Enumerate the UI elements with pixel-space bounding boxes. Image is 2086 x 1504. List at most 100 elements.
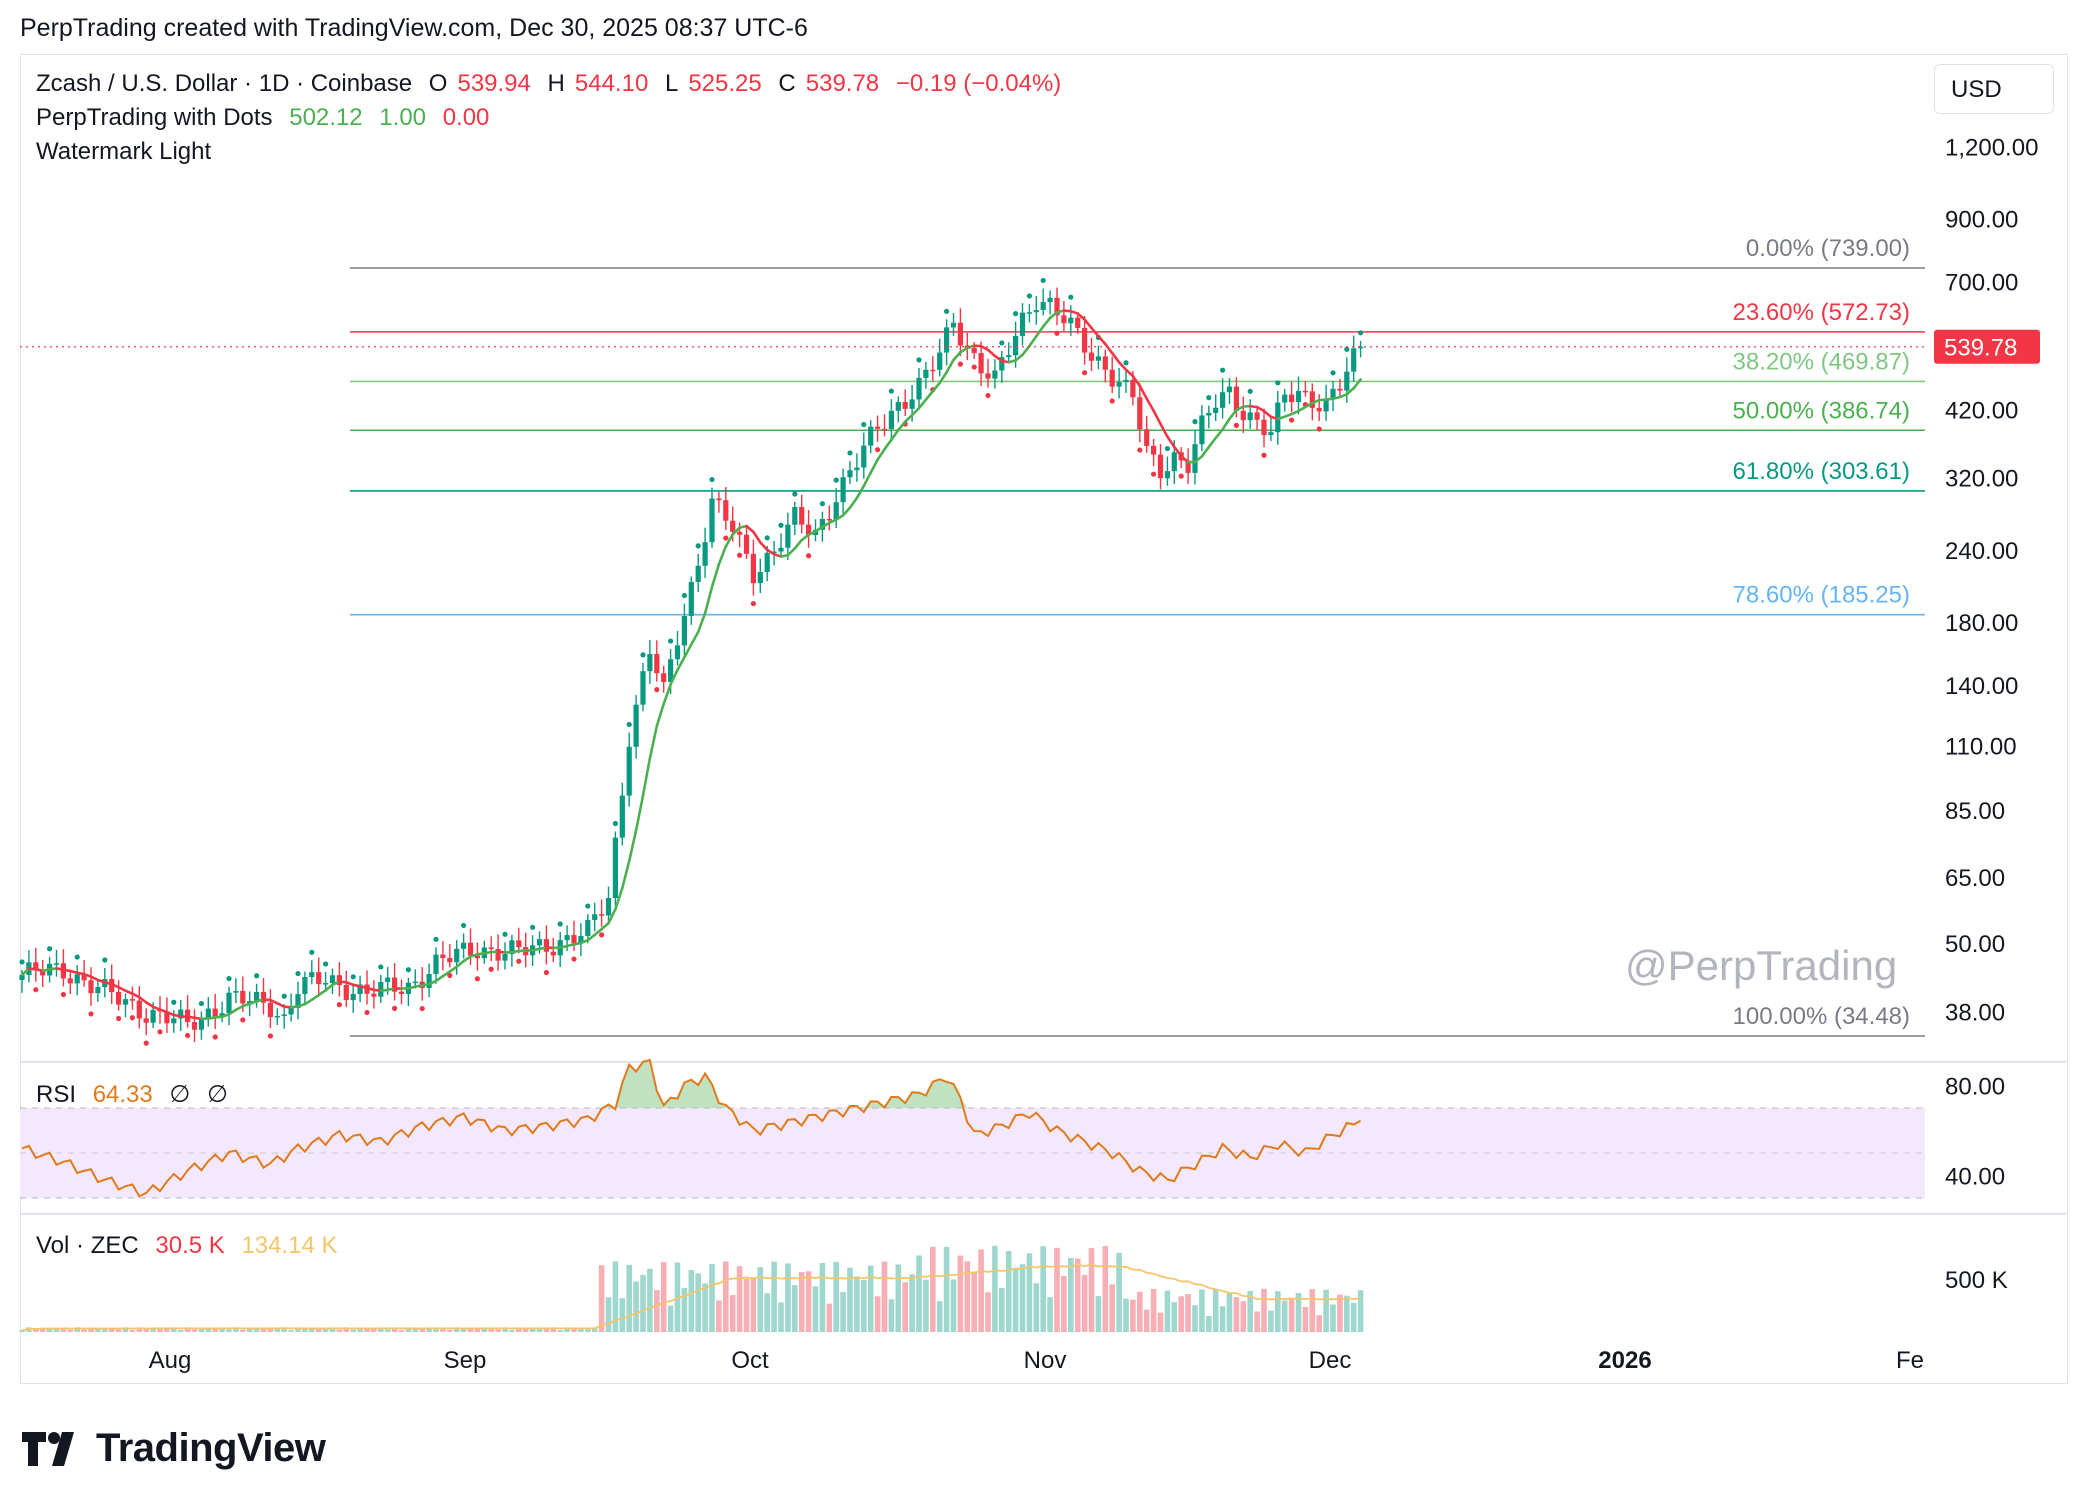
- candle-body[interactable]: [267, 1002, 273, 1018]
- candle-body[interactable]: [723, 500, 729, 521]
- candle-body[interactable]: [785, 524, 791, 548]
- candle-body[interactable]: [536, 939, 543, 946]
- candle-body[interactable]: [122, 999, 129, 1005]
- candle-body[interactable]: [516, 940, 522, 948]
- candle-body[interactable]: [1047, 297, 1053, 303]
- candle-body[interactable]: [129, 999, 135, 1001]
- candle-body[interactable]: [1054, 297, 1060, 316]
- candle-body[interactable]: [281, 1014, 287, 1016]
- candle-body[interactable]: [336, 975, 342, 985]
- candle-body[interactable]: [930, 369, 936, 372]
- candle-body[interactable]: [826, 518, 832, 521]
- candle-body[interactable]: [619, 795, 625, 838]
- candle-body[interactable]: [957, 322, 963, 346]
- candle-body[interactable]: [116, 991, 122, 1005]
- candle-body[interactable]: [1226, 386, 1233, 393]
- candle-body[interactable]: [764, 552, 770, 573]
- candle-body[interactable]: [757, 572, 763, 584]
- candle-body[interactable]: [971, 348, 977, 354]
- candle-body[interactable]: [1102, 356, 1108, 370]
- candle-body[interactable]: [95, 987, 101, 994]
- candle-body[interactable]: [950, 322, 957, 328]
- candle-body[interactable]: [778, 547, 784, 552]
- candle-body[interactable]: [626, 746, 632, 796]
- candle-body[interactable]: [323, 982, 329, 985]
- candle-body[interactable]: [67, 978, 73, 984]
- candle-body[interactable]: [143, 1018, 149, 1023]
- candle-body[interactable]: [74, 974, 80, 984]
- candle-body[interactable]: [1268, 432, 1274, 436]
- candle-body[interactable]: [992, 370, 998, 379]
- candle-body[interactable]: [454, 948, 460, 963]
- candle-body[interactable]: [1199, 415, 1205, 445]
- candle-body[interactable]: [1026, 312, 1032, 314]
- candle-body[interactable]: [978, 353, 984, 374]
- candle-body[interactable]: [1075, 317, 1081, 328]
- candle-body[interactable]: [247, 1001, 253, 1004]
- candle-body[interactable]: [1151, 445, 1157, 455]
- candle-body[interactable]: [999, 357, 1005, 371]
- candle-body[interactable]: [1095, 356, 1101, 361]
- candle-body[interactable]: [702, 542, 708, 566]
- candle-body[interactable]: [875, 426, 881, 429]
- candle-body[interactable]: [716, 498, 722, 501]
- candle-body[interactable]: [1275, 402, 1281, 433]
- indicator-legend[interactable]: PerpTrading with Dots 502.12 1.00 0.00: [36, 104, 499, 132]
- candle-body[interactable]: [502, 954, 508, 961]
- candle-body[interactable]: [543, 939, 549, 952]
- candle-body[interactable]: [226, 992, 232, 1014]
- candle-body[interactable]: [357, 984, 363, 994]
- candle-body[interactable]: [1164, 471, 1170, 479]
- candle-body[interactable]: [868, 426, 874, 446]
- candle-body[interactable]: [1013, 335, 1019, 356]
- candle-body[interactable]: [737, 531, 743, 535]
- candle-body[interactable]: [1309, 391, 1315, 408]
- candle-body[interactable]: [433, 954, 439, 975]
- candle-body[interactable]: [599, 914, 605, 916]
- candle-body[interactable]: [1157, 454, 1164, 479]
- candle-body[interactable]: [1130, 379, 1136, 398]
- candle-body[interactable]: [295, 994, 301, 1008]
- candle-body[interactable]: [350, 993, 356, 1001]
- candle-body[interactable]: [792, 507, 798, 525]
- candle-body[interactable]: [819, 518, 825, 530]
- candle-body[interactable]: [212, 1008, 218, 1017]
- candle-body[interactable]: [668, 659, 674, 683]
- rsi-line[interactable]: [21, 1058, 1362, 1198]
- candle-body[interactable]: [509, 940, 515, 955]
- candle-body[interactable]: [612, 837, 618, 899]
- candle-body[interactable]: [385, 977, 391, 983]
- candle-body[interactable]: [674, 645, 681, 660]
- candle-body[interactable]: [916, 377, 922, 400]
- candle-body[interactable]: [1144, 429, 1150, 446]
- candle-body[interactable]: [564, 935, 570, 941]
- candle-body[interactable]: [681, 615, 687, 646]
- candle-body[interactable]: [440, 954, 446, 959]
- candle-body[interactable]: [1088, 352, 1095, 361]
- candle-body[interactable]: [1247, 412, 1253, 421]
- candle-body[interactable]: [888, 410, 894, 429]
- candle-body[interactable]: [688, 581, 694, 616]
- candle-body[interactable]: [1019, 312, 1026, 336]
- candle-body[interactable]: [33, 962, 39, 971]
- candle-body[interactable]: [254, 991, 260, 1002]
- candle-body[interactable]: [647, 653, 653, 672]
- candle-body[interactable]: [474, 955, 480, 959]
- candle-body[interactable]: [447, 958, 453, 963]
- candle-body[interactable]: [398, 991, 405, 994]
- candle-body[interactable]: [1220, 392, 1226, 408]
- candle-body[interactable]: [1289, 394, 1295, 403]
- candle-body[interactable]: [1137, 397, 1143, 430]
- candle-body[interactable]: [488, 947, 494, 949]
- candle-body[interactable]: [1282, 394, 1288, 403]
- candle-body[interactable]: [1171, 452, 1177, 472]
- candle-body[interactable]: [1261, 419, 1267, 436]
- candle-body[interactable]: [191, 1022, 198, 1030]
- candle-body[interactable]: [1040, 302, 1046, 311]
- candle-body[interactable]: [605, 898, 612, 916]
- candle-body[interactable]: [198, 1017, 204, 1030]
- candle-body[interactable]: [799, 507, 805, 525]
- candle-body[interactable]: [1213, 407, 1219, 413]
- tradingview-logo[interactable]: TradingView: [22, 1426, 326, 1471]
- candle-body[interactable]: [743, 534, 750, 554]
